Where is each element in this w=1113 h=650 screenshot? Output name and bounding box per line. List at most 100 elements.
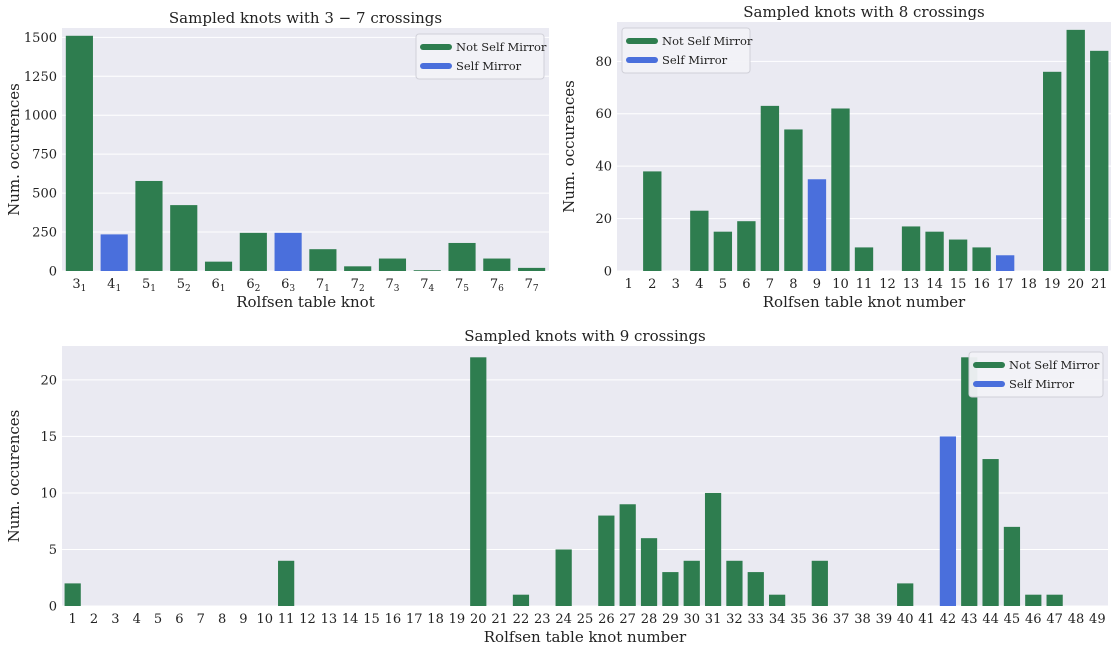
bar xyxy=(555,549,572,606)
x-tick-label: 77 xyxy=(525,277,539,294)
bar xyxy=(1066,29,1085,271)
legend-label: Self Mirror xyxy=(1009,377,1075,391)
x-tick-label: 75 xyxy=(455,277,469,294)
plot-background xyxy=(62,346,1108,606)
y-tick-label: 0 xyxy=(49,265,57,280)
bar xyxy=(518,267,546,271)
bar xyxy=(897,583,914,606)
x-tick-label: 28 xyxy=(641,612,658,627)
y-tick-label: 5 xyxy=(49,543,57,558)
x-tick-label: 27 xyxy=(619,612,636,627)
bar xyxy=(807,179,827,271)
x-tick-label: 7 xyxy=(197,612,205,627)
x-tick-label: 7 xyxy=(766,277,774,292)
bar xyxy=(1046,594,1063,606)
bar xyxy=(309,249,337,271)
y-tick-label: 80 xyxy=(595,55,612,70)
x-tick-label: 3 xyxy=(672,277,680,292)
x-tick-label: 5 xyxy=(719,277,727,292)
x-tick-label: 18 xyxy=(427,612,444,627)
x-tick-label: 49 xyxy=(1089,612,1106,627)
legend-label: Not Self Mirror xyxy=(662,34,753,48)
x-tick-label: 61 xyxy=(212,277,226,294)
x-tick-label: 52 xyxy=(177,277,191,294)
bar xyxy=(278,560,295,606)
x-tick-label: 32 xyxy=(726,612,743,627)
bar xyxy=(713,231,733,271)
x-tick-label: 5 xyxy=(154,612,162,627)
x-tick-label: 8 xyxy=(789,277,797,292)
bar xyxy=(65,35,93,272)
bar xyxy=(831,108,850,271)
bar xyxy=(690,210,709,271)
bar xyxy=(760,105,780,271)
x-tick-label: 46 xyxy=(1025,612,1042,627)
x-tick-label: 1 xyxy=(625,277,633,292)
y-tick-label: 1000 xyxy=(24,109,57,124)
bar xyxy=(448,242,476,271)
x-axis-label: Rolfsen table knot number xyxy=(484,628,687,646)
x-tick-label: 18 xyxy=(1020,277,1037,292)
y-tick-label: 750 xyxy=(32,148,57,163)
bar xyxy=(662,572,679,606)
x-tick-label: 11 xyxy=(856,277,873,292)
bar xyxy=(769,594,786,606)
x-tick-label: 23 xyxy=(534,612,551,627)
bar xyxy=(683,560,700,606)
y-axis-label: Num. occurences xyxy=(5,83,23,216)
legend-label: Not Self Mirror xyxy=(1009,358,1100,372)
x-tick-label: 41 xyxy=(918,612,935,627)
bar xyxy=(378,258,407,271)
x-tick-label: 10 xyxy=(832,277,849,292)
legend-label: Not Self Mirror xyxy=(456,40,547,54)
bar xyxy=(704,492,722,606)
y-tick-label: 15 xyxy=(40,430,57,445)
x-tick-label: 21 xyxy=(491,612,508,627)
x-tick-label: 17 xyxy=(406,612,423,627)
bar xyxy=(619,504,636,606)
bar xyxy=(854,247,874,271)
y-tick-label: 0 xyxy=(49,600,57,615)
bar xyxy=(274,232,302,271)
x-tick-label: 8 xyxy=(218,612,226,627)
x-tick-label: 62 xyxy=(246,277,260,294)
x-tick-label: 29 xyxy=(662,612,679,627)
bar xyxy=(939,436,957,606)
x-tick-label: 14 xyxy=(926,277,943,292)
x-tick-label: 33 xyxy=(748,612,765,627)
legend-label: Self Mirror xyxy=(456,59,522,73)
bar xyxy=(747,572,764,606)
x-tick-label: 6 xyxy=(175,612,183,627)
x-tick-label: 71 xyxy=(316,277,330,294)
x-tick-label: 11 xyxy=(278,612,295,627)
legend: Not Self Mirror Self Mirror xyxy=(415,33,547,80)
chart-panel-1: 0 250 500 750 1000 1250 1500 31 41 51 52 61 62 63 71 72… xyxy=(5,9,549,311)
x-tick-label: 34 xyxy=(769,612,786,627)
bar xyxy=(811,560,828,606)
x-tick-label: 36 xyxy=(812,612,829,627)
bar xyxy=(1090,50,1109,272)
bar xyxy=(483,258,511,271)
bar xyxy=(961,357,978,606)
bar xyxy=(972,247,991,271)
bar xyxy=(100,234,128,271)
x-tick-label: 12 xyxy=(879,277,896,292)
x-tick-label: 72 xyxy=(351,277,365,294)
x-tick-label: 20 xyxy=(470,612,487,627)
y-tick-label: 20 xyxy=(595,212,612,227)
x-tick-label: 2 xyxy=(648,277,656,292)
x-tick-label: 51 xyxy=(142,277,156,294)
x-tick-label: 21 xyxy=(1091,277,1108,292)
x-tick-label: 45 xyxy=(1004,612,1021,627)
y-tick-label: 250 xyxy=(32,226,57,241)
x-tick-label: 48 xyxy=(1068,612,1085,627)
x-tick-label: 9 xyxy=(239,612,247,627)
x-tick-label: 24 xyxy=(555,612,572,627)
x-tick-label: 47 xyxy=(1046,612,1063,627)
bar xyxy=(640,538,658,606)
bar xyxy=(512,594,530,606)
x-tick-label: 37 xyxy=(833,612,850,627)
